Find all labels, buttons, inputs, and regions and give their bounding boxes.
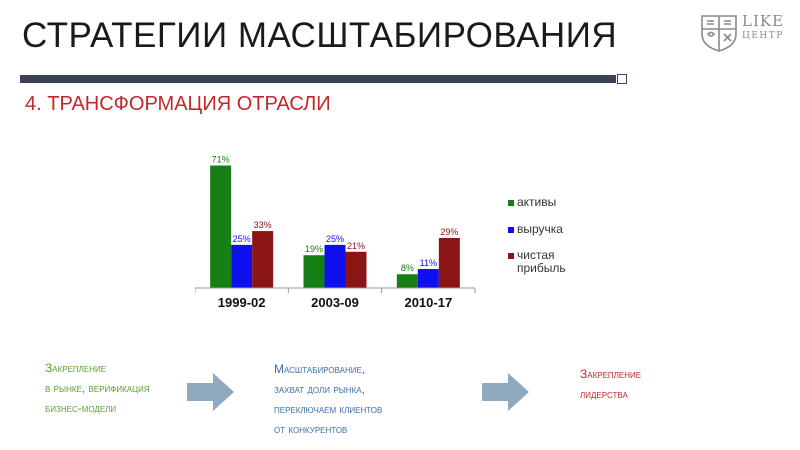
bar xyxy=(438,237,460,288)
stage-2-line-3: переключаем клиентов xyxy=(274,402,383,416)
title-rule-end-square xyxy=(617,74,627,84)
bar-value-label: 33% xyxy=(254,220,272,230)
legend-label: чистая прибыль xyxy=(517,248,566,275)
legend-swatch xyxy=(508,200,514,206)
stage-2-line-2: захват доли рынка, xyxy=(274,382,365,396)
legend-swatch xyxy=(508,253,514,259)
bar xyxy=(396,274,418,288)
stage-1-line-1: Закрепление xyxy=(45,361,107,375)
bar-value-label: 8% xyxy=(401,263,414,273)
stage-3-text: Закрепление лидерства xyxy=(580,364,641,404)
x-tick-label: 2003-09 xyxy=(311,295,359,310)
stage-2-text: Масштабирование, захват доли рынка, пере… xyxy=(274,359,382,439)
logo-text: LIKE ЦЕНТР xyxy=(742,14,784,41)
axis-layer: 1999-02 2003-09 2010-17 xyxy=(195,287,476,310)
bar xyxy=(345,251,367,288)
bar-value-label: 11% xyxy=(420,258,437,268)
stage-2-line-4: от конкурентов xyxy=(274,422,348,436)
bar-labels-layer: 71%25%33%19%25%21%8%11%29% xyxy=(212,155,459,274)
bar-value-label: 19% xyxy=(305,244,323,254)
legend-label: выручка xyxy=(517,222,563,236)
stage-1-text: Закрепление в рынке, верификация бизнес-… xyxy=(45,358,150,418)
bar xyxy=(303,255,325,288)
bar-value-label: 29% xyxy=(440,227,458,237)
legend-layer: активы выручка чистая прибыль xyxy=(508,195,566,275)
logo-line-2: ЦЕНТР xyxy=(742,31,784,41)
page-subtitle: 4. ТРАНСФОРМАЦИЯ ОТРАСЛИ xyxy=(25,93,331,115)
bar xyxy=(252,231,274,288)
x-tick-label: 1999-02 xyxy=(218,295,266,310)
x-tick-label: 2010-17 xyxy=(404,295,452,310)
bar-value-label: 25% xyxy=(326,234,344,244)
bar xyxy=(324,244,346,288)
stage-1-line-3: бизнес-модели xyxy=(45,401,117,415)
bar xyxy=(231,244,253,288)
bar xyxy=(210,165,232,288)
bars-layer xyxy=(210,165,460,288)
bar-value-label: 71% xyxy=(212,155,230,165)
bar-value-label: 25% xyxy=(233,234,251,244)
bar-value-label: 21% xyxy=(347,241,365,251)
bar-chart: 71%25%33%19%25%21%8%11%29% 1999-02 2003-0… xyxy=(195,155,566,310)
legend-label: активы xyxy=(517,195,556,209)
stage-3-line-1: Закрепление xyxy=(580,367,642,381)
page-title: СТРАТЕГИИ МАСШТАБИРОВАНИЯ xyxy=(22,16,618,55)
right-arrow-icon xyxy=(187,373,234,411)
right-arrow-icon xyxy=(482,373,529,411)
stage-3-line-2: лидерства xyxy=(580,387,628,401)
stage-1-line-2: в рынке, верификация xyxy=(45,381,150,395)
stage-2-line-1: Масштабирование, xyxy=(274,362,366,376)
like-center-logo-icon xyxy=(701,15,737,52)
legend-swatch xyxy=(508,227,514,233)
title-rule xyxy=(20,75,616,83)
logo-line-1: LIKE xyxy=(742,12,785,30)
bar xyxy=(417,269,439,288)
